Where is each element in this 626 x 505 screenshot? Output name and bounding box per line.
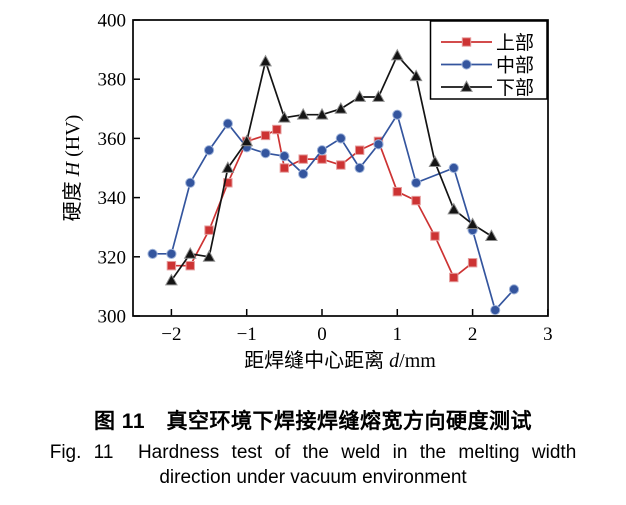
triangle-marker xyxy=(447,202,461,215)
circle-marker xyxy=(461,59,472,70)
x-tick-label: 1 xyxy=(393,324,403,345)
square-marker xyxy=(185,260,195,271)
hardness-line-chart: −2 −1 0 1 2 3 300 320 340 360 380 400 上部中部下部距焊缝中心距离 … xyxy=(61,11,553,373)
caption-chinese: 图 11 真空环境下焊接焊缝熔宽方向硬度测试 xyxy=(93,410,533,433)
square-marker xyxy=(166,260,177,271)
triangle-marker xyxy=(277,110,291,123)
triangle-marker xyxy=(460,80,473,92)
legend-label: 上部 xyxy=(496,32,534,54)
square-marker xyxy=(279,163,290,173)
triangle-marker xyxy=(240,134,254,147)
triangle-marker xyxy=(390,48,404,61)
circle-marker xyxy=(147,248,158,259)
x-tick-label: −2 xyxy=(161,324,181,345)
x-tick-label: 2 xyxy=(468,324,478,345)
square-marker xyxy=(298,154,308,164)
circle-marker xyxy=(298,168,309,180)
triangle-marker xyxy=(221,161,235,173)
circle-marker xyxy=(316,145,328,156)
triangle-marker xyxy=(372,90,385,102)
square-marker xyxy=(317,154,327,164)
y-tick-label: 300 xyxy=(98,307,127,328)
circle-marker xyxy=(490,304,501,316)
square-marker xyxy=(223,178,233,188)
triangle-marker xyxy=(259,54,272,67)
square-marker xyxy=(260,130,271,141)
triangle-marker xyxy=(202,249,216,262)
y-tick-label: 340 xyxy=(98,188,127,209)
legend-box xyxy=(429,20,548,100)
square-marker xyxy=(461,37,472,47)
x-axis-title: 距焊缝中心距离 d/mm xyxy=(244,349,436,372)
square-marker xyxy=(354,145,365,155)
triangle-marker xyxy=(428,155,442,167)
square-marker xyxy=(336,160,346,170)
plot-frame xyxy=(132,19,549,317)
y-axis-title: 硬度 H (HV) xyxy=(61,115,84,222)
circle-marker xyxy=(448,162,459,174)
y-tick-label: 400 xyxy=(98,11,127,32)
triangle-marker xyxy=(183,247,197,259)
caption-english-line1: Fig. 11 Hardness test of the weld in the… xyxy=(49,442,577,463)
square-marker xyxy=(392,186,403,197)
square-marker xyxy=(449,272,459,283)
y-tick-label: 380 xyxy=(98,70,127,91)
y-tick-label: 320 xyxy=(98,247,127,268)
series-line-1 xyxy=(171,128,474,279)
square-marker xyxy=(430,231,440,241)
x-tick-label: 3 xyxy=(543,324,553,345)
circle-marker xyxy=(185,177,196,188)
circle-marker xyxy=(222,118,233,129)
y-tick-label: 360 xyxy=(98,129,127,150)
circle-marker xyxy=(166,248,177,259)
triangle-marker xyxy=(409,69,423,82)
series-line-3 xyxy=(170,53,492,281)
x-tick-label: −1 xyxy=(237,324,257,345)
triangle-marker xyxy=(164,273,178,286)
circle-marker xyxy=(279,151,290,162)
triangle-marker xyxy=(315,107,329,120)
circle-marker xyxy=(335,133,346,144)
circle-marker xyxy=(392,109,403,120)
triangle-marker xyxy=(296,107,310,120)
series-line-2 xyxy=(152,112,515,312)
circle-marker xyxy=(373,139,384,150)
caption-english-line2: direction under vacuum environment xyxy=(159,467,467,488)
square-marker xyxy=(467,258,478,268)
triangle-marker xyxy=(353,90,367,102)
triangle-marker xyxy=(466,217,480,230)
square-marker xyxy=(272,124,282,135)
legend-label: 下部 xyxy=(496,77,534,99)
legend-label: 中部 xyxy=(496,55,534,77)
square-marker xyxy=(411,195,421,206)
x-tick-label: 0 xyxy=(317,324,327,345)
circle-marker xyxy=(508,284,520,295)
triangle-marker xyxy=(334,101,348,114)
circle-marker xyxy=(203,145,215,156)
triangle-marker xyxy=(484,229,498,241)
circle-marker xyxy=(260,148,271,159)
square-marker xyxy=(204,225,214,235)
circle-marker xyxy=(411,177,422,188)
circle-marker xyxy=(354,162,365,174)
